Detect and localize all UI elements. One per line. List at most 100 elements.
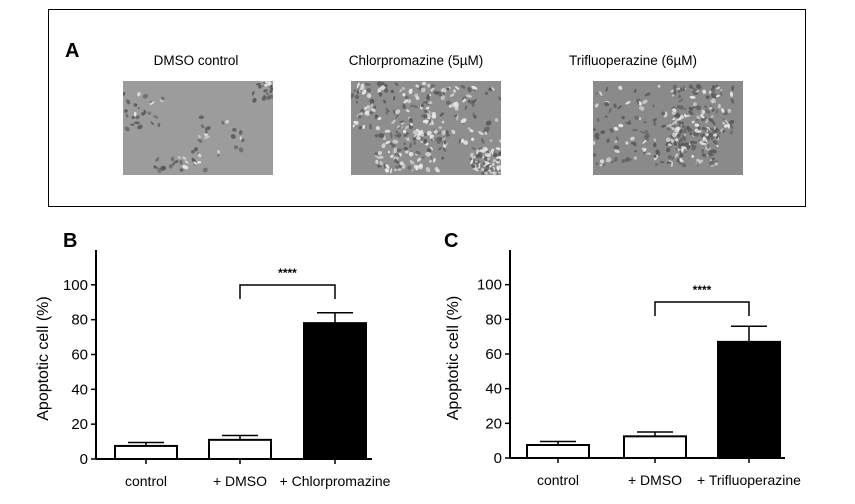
cell-mark bbox=[680, 142, 686, 148]
cell-mark bbox=[396, 148, 402, 152]
y-tick-label: 40 bbox=[71, 381, 88, 398]
cell-mark bbox=[133, 111, 137, 117]
cell-mark bbox=[722, 129, 726, 133]
cell-mark bbox=[674, 153, 679, 158]
cell-mark bbox=[446, 100, 451, 106]
cell-mark bbox=[715, 84, 719, 88]
cell-mark bbox=[491, 151, 494, 155]
cell-mark bbox=[714, 128, 718, 133]
cell-mark bbox=[441, 130, 446, 135]
cell-mark bbox=[479, 149, 485, 153]
cell-mark bbox=[467, 86, 472, 93]
cell-mark bbox=[369, 123, 372, 130]
cell-mark bbox=[473, 160, 476, 163]
cell-mark bbox=[680, 87, 685, 92]
cell-mark bbox=[157, 123, 161, 127]
cell-mark bbox=[684, 113, 687, 118]
cell-mark bbox=[676, 106, 681, 109]
cell-mark bbox=[618, 123, 624, 128]
cell-mark bbox=[413, 141, 417, 145]
cell-mark bbox=[124, 126, 130, 132]
cell-mark bbox=[494, 118, 499, 122]
cell-mark bbox=[659, 160, 665, 164]
cell-mark bbox=[430, 154, 433, 160]
cell-mark bbox=[438, 94, 442, 97]
cell-mark bbox=[395, 130, 399, 134]
cell-mark bbox=[698, 159, 704, 164]
cell-mark bbox=[597, 117, 600, 122]
cell-mark bbox=[724, 124, 728, 128]
cell-mark bbox=[403, 98, 409, 104]
cell-mark bbox=[197, 160, 202, 164]
cell-mark bbox=[426, 101, 429, 105]
cell-mark bbox=[710, 135, 715, 140]
cell-mark bbox=[470, 100, 474, 105]
cell-mark bbox=[673, 89, 677, 96]
cell-mark bbox=[449, 93, 455, 97]
cell-mark bbox=[168, 164, 173, 169]
cell-mark bbox=[498, 96, 501, 101]
cell-mark bbox=[712, 130, 716, 135]
cell-mark bbox=[266, 95, 272, 101]
cell-mark bbox=[441, 87, 447, 93]
cell-mark bbox=[225, 120, 230, 124]
cell-mark bbox=[390, 132, 393, 139]
cell-mark bbox=[652, 104, 655, 108]
cell-mark bbox=[411, 169, 414, 172]
cell-mark bbox=[383, 99, 387, 104]
y-tick-label: 100 bbox=[63, 277, 88, 294]
cell-mark bbox=[429, 134, 434, 139]
cell-mark bbox=[594, 103, 599, 108]
cell-mark bbox=[396, 156, 399, 160]
x-tick-label: + DMSO bbox=[628, 472, 682, 488]
cell-mark bbox=[593, 140, 596, 145]
x-tick-label: + Trifluoperazine bbox=[697, 472, 801, 488]
cell-mark bbox=[425, 110, 430, 114]
cell-mark bbox=[721, 108, 725, 113]
cell-mark bbox=[491, 162, 495, 167]
cell-mark bbox=[462, 98, 467, 103]
cell-mark bbox=[258, 85, 264, 88]
cell-mark bbox=[403, 135, 409, 138]
cell-mark bbox=[409, 160, 415, 165]
cell-mark bbox=[629, 158, 632, 162]
cell-mark bbox=[198, 134, 201, 139]
cell-mark bbox=[488, 159, 491, 162]
cell-mark bbox=[395, 109, 401, 115]
cell-mark bbox=[705, 118, 709, 124]
cell-mark bbox=[399, 161, 404, 166]
cell-mark bbox=[451, 129, 456, 135]
cell-mark bbox=[230, 134, 236, 139]
cell-mark bbox=[390, 89, 395, 94]
cell-mark bbox=[676, 118, 681, 121]
cell-mark bbox=[387, 150, 390, 154]
cell-mark bbox=[124, 109, 128, 113]
cell-mark bbox=[409, 122, 413, 126]
cell-mark bbox=[420, 140, 424, 143]
cell-mark bbox=[718, 131, 721, 135]
cell-mark bbox=[700, 142, 707, 145]
cell-mark bbox=[683, 148, 687, 154]
cell-mark bbox=[366, 105, 371, 110]
cell-mark bbox=[471, 85, 478, 90]
cell-mark bbox=[362, 124, 365, 130]
cell-mark bbox=[653, 138, 657, 142]
cell-mark bbox=[160, 96, 165, 101]
cell-mark bbox=[601, 163, 606, 167]
cell-mark bbox=[204, 126, 211, 131]
cell-mark bbox=[200, 124, 205, 129]
cell-mark bbox=[430, 138, 434, 141]
cell-mark bbox=[355, 100, 358, 104]
cell-mark bbox=[412, 137, 417, 141]
cell-mark bbox=[368, 100, 375, 103]
cell-mark bbox=[710, 115, 714, 118]
cell-mark bbox=[625, 157, 630, 162]
cell-mark bbox=[677, 120, 681, 124]
cell-mark bbox=[498, 171, 501, 174]
significance-bracket bbox=[654, 301, 750, 316]
cell-mark bbox=[613, 126, 619, 131]
cell-mark bbox=[631, 141, 635, 145]
cell-mark bbox=[642, 99, 648, 105]
cell-mark bbox=[716, 133, 721, 138]
cell-mark bbox=[491, 87, 495, 91]
